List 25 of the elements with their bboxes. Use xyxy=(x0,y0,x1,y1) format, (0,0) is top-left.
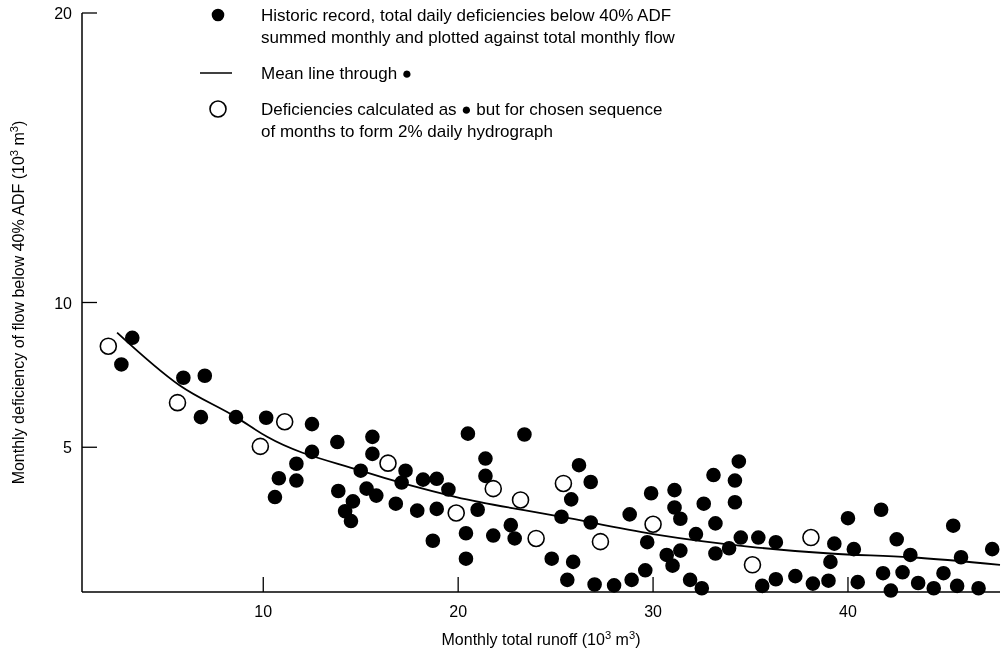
x-axis-title: Monthly total runoff (10$^{3}$ m$^{3}$) xyxy=(441,629,641,648)
x-tick-label: 20 xyxy=(449,603,468,620)
y-tick-label: 20 xyxy=(54,5,73,22)
point xyxy=(591,532,610,551)
point xyxy=(527,529,545,548)
point xyxy=(743,555,762,574)
point xyxy=(275,412,294,431)
legend-label: Historic record, total daily deficiencies below 40% ADF summed monthly and plotted against total monthly flow xyxy=(261,6,676,47)
point xyxy=(554,474,573,493)
point xyxy=(447,504,466,522)
point xyxy=(802,528,820,547)
point xyxy=(251,437,270,456)
legend-label: Mean line through ● xyxy=(261,64,413,83)
legend-label: Deficiencies calculated as ● but for chosen sequence of months to form 2% daily hydrograph xyxy=(261,100,663,141)
point xyxy=(168,393,187,412)
point xyxy=(511,491,530,509)
y-tick-label: 10 xyxy=(54,294,73,312)
y-tick-label: 5 xyxy=(63,439,73,457)
x-tick-label: 10 xyxy=(254,603,273,620)
x-tick-label: 30 xyxy=(644,603,663,620)
point xyxy=(484,479,503,498)
point xyxy=(379,454,397,472)
point xyxy=(99,337,118,356)
point xyxy=(644,515,662,534)
x-tick-label: 40 xyxy=(839,603,857,620)
